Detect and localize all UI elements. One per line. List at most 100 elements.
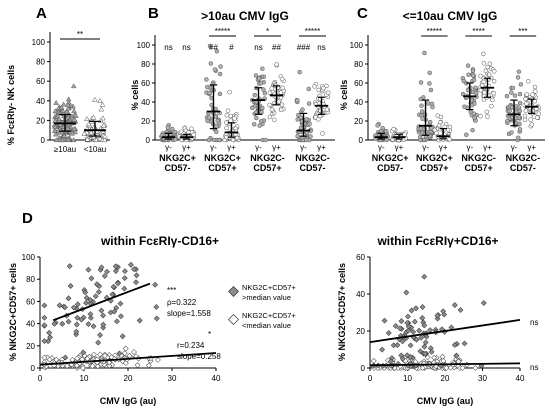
data-point <box>55 363 61 369</box>
data-point <box>53 99 59 105</box>
subset-label: γ- <box>255 143 262 152</box>
data-point <box>84 129 90 135</box>
data-point <box>321 85 326 91</box>
legend-white-marker <box>228 314 239 325</box>
data-point <box>73 362 80 369</box>
data-point <box>106 359 113 366</box>
data-point <box>253 73 259 78</box>
data-point <box>306 86 312 92</box>
data-point <box>94 363 101 370</box>
data-point <box>419 130 425 136</box>
data-point <box>443 365 450 371</box>
data-point <box>100 312 106 319</box>
subset-label: γ+ <box>395 143 404 152</box>
data-point <box>465 63 471 68</box>
data-point <box>61 132 67 138</box>
data-point <box>509 90 514 95</box>
data-point <box>419 365 426 371</box>
data-point <box>416 327 423 334</box>
y-tick-label: 100 <box>32 38 46 47</box>
data-point <box>279 102 285 107</box>
data-point <box>457 307 464 313</box>
data-point <box>64 125 71 131</box>
fit-line-below-median <box>39 352 217 366</box>
subset-annotation: ## <box>209 43 218 52</box>
data-point <box>225 108 231 113</box>
data-point <box>189 126 194 132</box>
data-point <box>470 127 475 133</box>
data-point <box>217 71 223 77</box>
data-point <box>509 130 514 135</box>
data-point <box>420 116 425 121</box>
data-point <box>46 356 53 363</box>
data-point <box>95 339 102 346</box>
data-point <box>525 78 531 84</box>
data-point <box>516 135 521 141</box>
data-point <box>207 43 213 49</box>
panel-label-a: A <box>36 5 47 22</box>
y-tick-label: 20 <box>356 327 365 336</box>
data-point <box>112 263 119 270</box>
data-point <box>212 67 218 72</box>
panel-d-left-xlabel: CMV IgG (au) <box>100 396 157 406</box>
data-point <box>491 90 496 96</box>
data-point <box>87 311 94 317</box>
data-point <box>427 327 434 334</box>
data-point <box>41 322 48 329</box>
data-point <box>133 272 140 279</box>
data-point <box>99 101 106 107</box>
data-point <box>427 345 434 352</box>
data-point <box>417 348 424 355</box>
y-tick-label: 80 <box>36 58 45 67</box>
data-point <box>92 96 98 102</box>
data-point <box>391 126 396 132</box>
data-point <box>388 358 394 365</box>
data-point <box>300 107 305 112</box>
data-point <box>418 80 424 85</box>
data-point <box>122 345 129 352</box>
data-point <box>260 105 265 111</box>
data-point <box>112 268 119 274</box>
data-point <box>64 363 70 369</box>
data-point <box>252 92 258 98</box>
data-point <box>97 135 103 141</box>
data-point <box>70 304 77 311</box>
data-point <box>262 90 268 96</box>
panel-a-yticks: 0 20 40 60 80 100 <box>32 38 50 145</box>
data-point <box>65 137 72 143</box>
data-point <box>71 116 78 122</box>
data-point <box>472 115 477 120</box>
data-point <box>383 128 389 134</box>
data-point <box>214 123 219 129</box>
data-point <box>407 342 414 349</box>
legend-gray-marker <box>228 286 239 297</box>
data-point <box>440 308 447 315</box>
data-point <box>100 122 107 128</box>
data-point <box>121 285 128 292</box>
data-point <box>208 61 214 66</box>
data-point <box>52 128 58 133</box>
data-point <box>74 301 81 308</box>
data-point <box>73 328 80 335</box>
subset-label: γ+ <box>483 143 492 152</box>
data-point <box>517 100 523 106</box>
panel-a-group-label-2: <10au <box>84 145 106 154</box>
data-point <box>87 300 94 307</box>
data-point <box>41 338 48 345</box>
subset-annotation: ## <box>272 43 281 52</box>
group-label-line1: NKG2C+ <box>204 153 241 163</box>
data-point <box>126 352 133 359</box>
data-point <box>69 356 76 363</box>
data-point <box>106 362 113 369</box>
subset-label: γ- <box>422 143 429 152</box>
data-point <box>267 102 272 108</box>
data-point <box>254 115 259 121</box>
data-point <box>413 336 420 343</box>
data-point <box>119 333 126 340</box>
data-point <box>94 128 100 134</box>
data-point <box>462 104 467 109</box>
data-point <box>408 307 415 314</box>
data-point <box>214 49 220 54</box>
data-point <box>81 130 88 136</box>
data-point <box>60 107 66 113</box>
